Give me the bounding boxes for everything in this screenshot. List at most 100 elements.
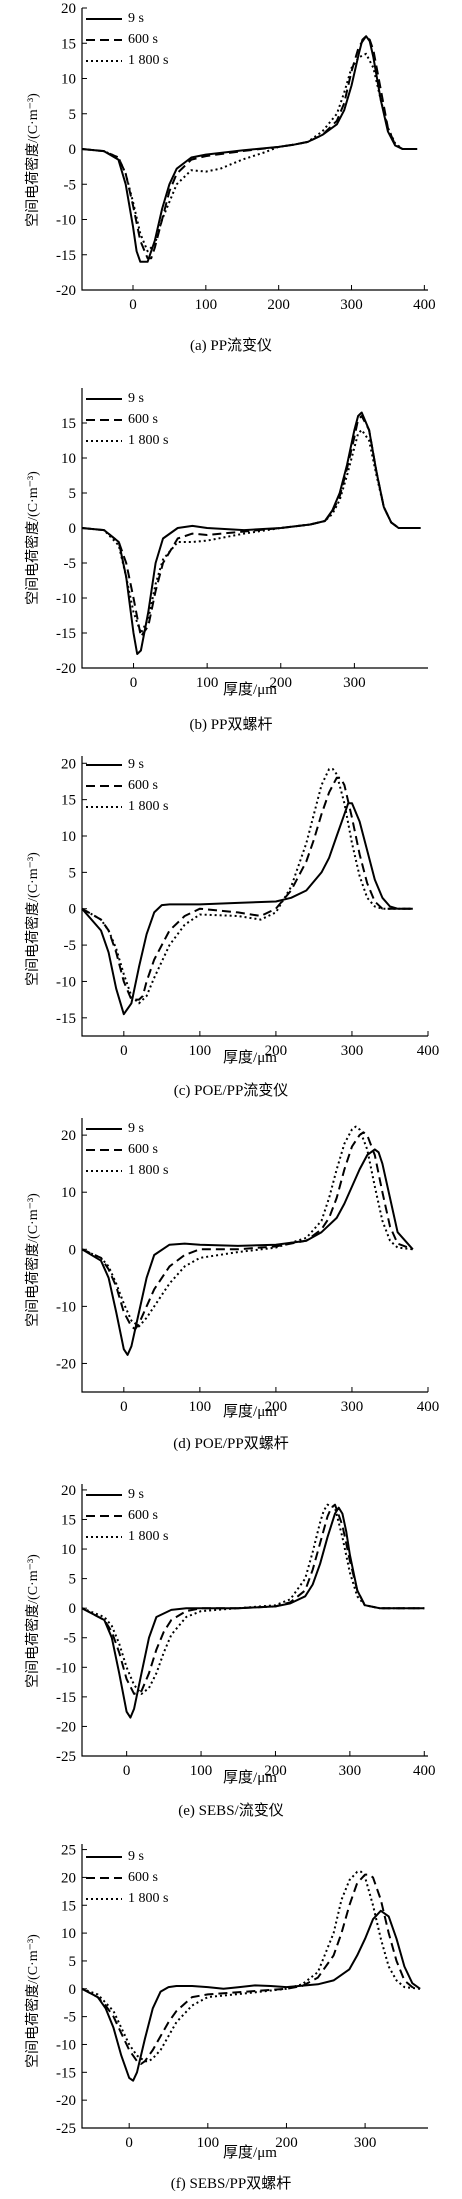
x-tick-label: 200 [265, 1043, 288, 1059]
y-tick-label: -20 [56, 283, 76, 299]
x-axis-label: 厚度/μm [223, 1770, 277, 1786]
chart-panel-d: -20 -10 0 10 20 0 100 200 300 400 9 s 600 s 1 800… [0, 1100, 462, 1466]
x-axis-label: 厚度/μm [223, 2145, 277, 2161]
chart-caption: (c) POE/PP流变仪 [173, 1083, 289, 1099]
legend-label: 600 s [128, 1141, 158, 1157]
legend-item-9s: 9 s [86, 1484, 168, 1505]
x-tick-label: 400 [417, 1399, 440, 1415]
chart-panel-b: -20 -15 -10 -5 0 5 10 15 0 100 200 300 9 s 600 s 1 … [0, 368, 462, 734]
x-tick-label: 100 [190, 1763, 213, 1779]
legend-label: 9 s [128, 756, 144, 772]
x-tick-label: 300 [343, 675, 366, 691]
y-tick-label: 20 [61, 1870, 76, 1886]
series-line-dashed [81, 776, 413, 1001]
x-tick-label: 100 [195, 297, 218, 313]
legend-item-1800s: 1 800 s [86, 796, 168, 817]
x-tick-label: 400 [413, 1763, 436, 1779]
series-line-solid [81, 411, 421, 655]
chart-plot-f: -25 -20 -15 -10 -5 0 5 10 15 20 25 0 100 200 300 [56, 1843, 428, 2151]
series-line-dotted [81, 1870, 421, 2063]
legend-label: 600 s [128, 1869, 158, 1885]
legend-label: 600 s [128, 31, 158, 47]
chart-caption: (d) POE/PP双螺杆 [173, 1436, 289, 1452]
x-tick-label: 300 [341, 1043, 364, 1059]
legend-item-1800s: 1 800 s [86, 50, 168, 71]
legend-item-1800s: 1 800 s [86, 1888, 168, 1909]
chart-legend-e: 9 s 600 s 1 800 s [86, 1484, 168, 1547]
y-tick-label: 0 [69, 142, 77, 158]
legend-label: 9 s [128, 390, 144, 406]
legend-label: 1 800 s [128, 798, 169, 814]
axes-frame [81, 756, 428, 1037]
y-tick-label: -20 [56, 1356, 76, 1372]
y-tick-label: -15 [56, 2065, 76, 2081]
legend-label: 1 800 s [128, 432, 169, 448]
y-tick-label: 10 [61, 1926, 76, 1942]
y-tick-label: -10 [56, 1660, 76, 1676]
legend-label: 9 s [128, 1486, 144, 1502]
legend-label: 600 s [128, 411, 158, 427]
axes-frame [81, 1118, 428, 1393]
legend-label: 9 s [128, 1848, 144, 1864]
legend-item-9s: 9 s [86, 388, 168, 409]
legend-item-600s: 600 s [86, 775, 168, 796]
y-tick-label: -15 [56, 1011, 76, 1027]
chart-caption: (a) PP流变仪 [189, 338, 273, 354]
y-tick-label: 15 [61, 1512, 76, 1528]
chart-panel-f: -25 -20 -15 -10 -5 0 5 10 15 20 25 0 100 200 300 9 s 6… [0, 1826, 462, 2199]
chart-legend-c: 9 s 600 s 1 800 s [86, 754, 168, 817]
y-tick-label: 0 [69, 521, 77, 537]
y-tick-label: -10 [56, 974, 76, 990]
x-tick-label: 100 [189, 1043, 212, 1059]
chart-legend-b: 9 s 600 s 1 800 s [86, 388, 168, 451]
y-tick-label: 15 [61, 793, 76, 809]
y-tick-label: -5 [64, 2010, 77, 2026]
series-line-solid [81, 1148, 414, 1356]
x-tick-label: 100 [196, 675, 219, 691]
series-line-dotted [81, 52, 418, 253]
y-tick-label: 5 [69, 865, 77, 881]
y-tick-label: 10 [61, 72, 76, 88]
chart-legend-a: 9 s 600 s 1 800 s [86, 8, 168, 71]
y-tick-label: 0 [69, 902, 77, 918]
y-tick-label: 10 [61, 451, 76, 467]
legend-label: 9 s [128, 10, 144, 26]
y-tick-label: -25 [56, 1749, 76, 1765]
legend-item-600s: 600 s [86, 1139, 168, 1160]
legend-item-1800s: 1 800 s [86, 1160, 168, 1181]
y-tick-label: 10 [61, 1542, 76, 1558]
y-axis-label: 空间电荷密度/(C·m⁻³) [26, 1934, 41, 2068]
x-tick-label: 0 [125, 2135, 133, 2151]
y-tick-label: -15 [56, 626, 76, 642]
series-line-dotted [81, 1125, 413, 1328]
y-tick-label: -10 [56, 1299, 76, 1315]
legend-item-9s: 9 s [86, 1118, 168, 1139]
y-tick-label: 5 [69, 1572, 77, 1588]
x-tick-label: 400 [413, 297, 436, 313]
chart-caption: (f) SEBS/PP双螺杆 [170, 2176, 292, 2192]
series-line-solid [81, 1909, 421, 2082]
x-tick-label: 0 [130, 675, 138, 691]
series-line-solid [81, 1506, 425, 1719]
series-line-dotted [81, 768, 413, 1005]
y-tick-label: 20 [61, 1128, 76, 1144]
y-tick-label: 15 [61, 1898, 76, 1914]
x-tick-label: 100 [197, 2135, 220, 2151]
chart-caption: (e) SEBS/流变仪 [178, 1803, 284, 1819]
y-tick-label: -5 [64, 938, 77, 954]
y-tick-label: 15 [61, 416, 76, 432]
y-tick-label: 5 [69, 107, 77, 123]
legend-label: 1 800 s [128, 1528, 169, 1544]
y-axis-label: 空间电荷密度/(C·m⁻³) [26, 471, 41, 605]
y-tick-label: -5 [64, 177, 77, 193]
legend-label: 1 800 s [128, 52, 169, 68]
y-tick-label: 5 [69, 1954, 77, 1970]
x-tick-label: 0 [123, 1763, 131, 1779]
legend-label: 600 s [128, 777, 158, 793]
x-axis-label: 厚度/μm [223, 1404, 277, 1420]
y-tick-label: 20 [61, 1, 76, 17]
y-tick-label: 20 [61, 756, 76, 772]
legend-item-9s: 9 s [86, 1846, 168, 1867]
y-axis-label: 空间电荷密度/(C·m⁻³) [26, 93, 41, 227]
